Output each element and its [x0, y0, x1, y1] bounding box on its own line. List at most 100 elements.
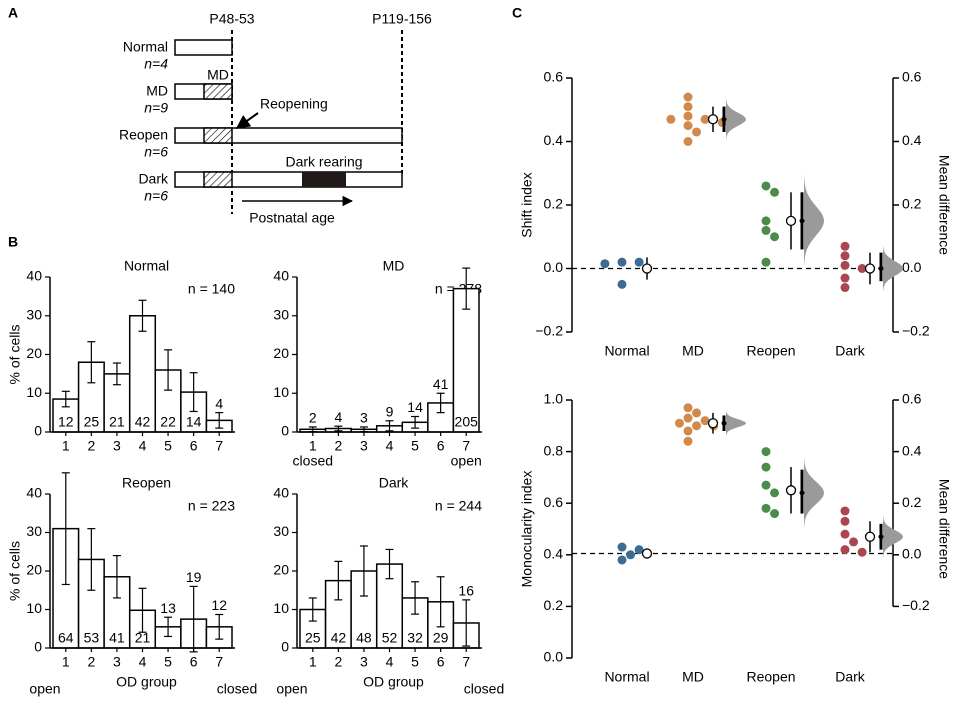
x-tick-label: 6 — [437, 438, 445, 454]
group-mean — [641, 263, 653, 274]
group-mean — [707, 418, 719, 429]
data-point — [683, 92, 693, 102]
bar — [452, 287, 480, 433]
data-point — [674, 418, 684, 428]
count-label: 41 — [433, 376, 449, 392]
y-tick-label: 40 — [273, 268, 289, 284]
data-point — [761, 462, 771, 472]
deprivation-period — [203, 171, 233, 188]
data-point — [840, 251, 850, 261]
count-label: 12 — [211, 597, 227, 613]
bootstrap-distribution — [883, 515, 903, 558]
x-tick-label: 7 — [462, 438, 470, 454]
count-label: 42 — [331, 630, 347, 646]
x-tick-label: 1 — [309, 654, 317, 670]
x-axis-label: OD group — [116, 674, 177, 690]
y-tick-label: 20 — [26, 345, 42, 361]
y-tick-label: 0.2 — [544, 196, 564, 212]
x-tick-label: 6 — [437, 654, 445, 670]
y-tick-label: 0 — [281, 423, 289, 439]
x-tick-label: 2 — [87, 654, 95, 670]
end-label: closed — [464, 681, 504, 697]
count-label: 16 — [458, 583, 474, 599]
bootstrap-distribution — [883, 245, 903, 292]
annotation: Dark rearing — [285, 154, 362, 170]
data-point — [626, 550, 636, 560]
y-tick-label: 20 — [273, 562, 289, 578]
y-axis-label: Shift index — [519, 172, 535, 237]
category-label: Dark — [835, 343, 866, 359]
data-point — [761, 225, 771, 235]
row-n: n=4 — [144, 56, 168, 72]
end-label: closed — [217, 681, 257, 697]
end-label: closed — [293, 453, 333, 469]
data-point — [683, 403, 693, 413]
y2-tick-label: 0.2 — [902, 494, 922, 510]
data-point — [683, 121, 693, 131]
row-n: n=6 — [144, 188, 168, 204]
x-tick-label: 4 — [386, 654, 394, 670]
data-point — [840, 273, 850, 283]
data-point — [857, 264, 867, 273]
count-label: 4 — [334, 409, 342, 425]
count-label: 19 — [186, 569, 202, 585]
category-label: Reopen — [746, 669, 795, 685]
y-tick-label: 40 — [26, 268, 42, 284]
count-label: 205 — [455, 414, 479, 430]
data-point — [840, 506, 850, 516]
y2-tick-label: 0.2 — [902, 196, 922, 212]
x-tick-label: 2 — [334, 438, 342, 454]
data-point — [770, 232, 780, 242]
panel-label: A — [8, 5, 18, 21]
y2-tick-label: 0.6 — [902, 391, 922, 407]
group-mean — [641, 548, 653, 559]
y2-tick-label: 0.6 — [902, 69, 922, 85]
y-axis-label: Monocularity index — [519, 471, 535, 588]
y2-axis-label: Mean difference — [936, 479, 952, 579]
count-label: 3 — [360, 410, 368, 426]
category-label: MD — [682, 343, 704, 359]
chart-title: Normal — [124, 258, 169, 274]
panel-label: C — [512, 5, 522, 21]
x-tick-label: 5 — [164, 654, 172, 670]
data-point — [683, 137, 693, 146]
count-label: 2 — [309, 410, 317, 426]
row-label: Normal — [123, 39, 168, 55]
data-point — [770, 187, 780, 197]
end-label: open — [276, 681, 307, 697]
x-tick-label: 3 — [360, 654, 368, 670]
mean-difference — [799, 490, 805, 496]
y-tick-label: 10 — [26, 600, 42, 616]
arrow — [235, 112, 259, 129]
data-point — [770, 488, 780, 498]
x-tick-label: 1 — [309, 438, 317, 454]
x-tick-label: 7 — [215, 654, 223, 670]
x-tick-label: 6 — [190, 438, 198, 454]
x-tick-label: 2 — [334, 654, 342, 670]
x-tick-label: 4 — [139, 654, 147, 670]
y-axis-label: % of cells — [7, 541, 23, 601]
x-tick-label: 5 — [164, 438, 172, 454]
x-tick-label: 7 — [215, 438, 223, 454]
data-point — [761, 480, 771, 490]
data-point — [700, 114, 710, 124]
data-point — [849, 537, 859, 547]
data-point — [634, 257, 644, 267]
count-label: 25 — [305, 630, 321, 646]
category-label: Reopen — [746, 343, 795, 359]
y-tick-label: −0.2 — [535, 323, 563, 339]
y2-tick-label: 0.4 — [902, 442, 922, 458]
annotation: MD — [207, 67, 229, 83]
data-point — [761, 181, 771, 191]
count-label: 14 — [186, 414, 202, 430]
data-point — [683, 436, 693, 446]
y-tick-label: 0 — [281, 639, 289, 655]
n-label: n = 140 — [188, 281, 235, 297]
row-label: Reopen — [119, 127, 168, 143]
data-point — [840, 260, 850, 270]
count-label: 21 — [135, 630, 151, 646]
y-axis-label: % of cells — [7, 325, 23, 385]
count-label: 13 — [160, 600, 176, 616]
count-label: 32 — [407, 630, 423, 646]
count-label: 25 — [84, 414, 100, 430]
